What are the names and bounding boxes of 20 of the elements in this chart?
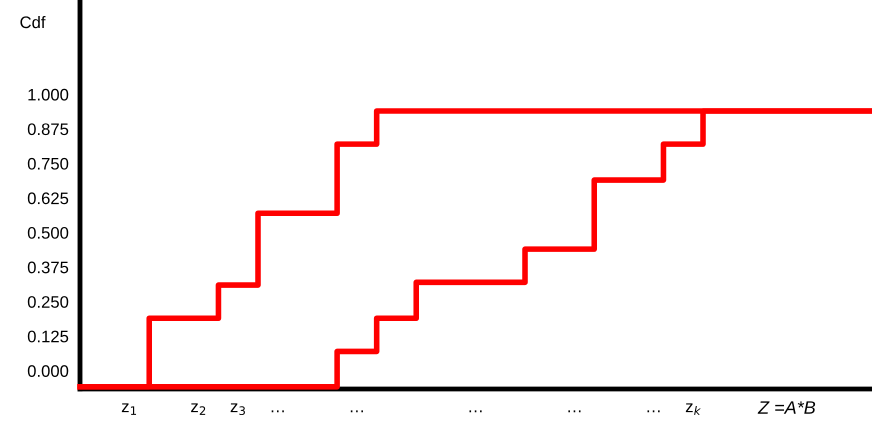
x-tick-label: …: [350, 410, 363, 412]
x-tick-label: …: [469, 410, 482, 412]
y-tick-label: 0.500: [28, 226, 68, 239]
x-tick-label: …: [647, 410, 660, 412]
x-tick-label: …: [272, 410, 284, 412]
y-tick-label: 0.375: [28, 262, 68, 274]
y-tick-label: 0.750: [28, 158, 68, 170]
x-tick-label: …: [568, 410, 581, 412]
y-axis-title: Cdf: [20, 16, 46, 28]
y-tick-label: 0.000: [28, 365, 68, 377]
x-tick-label: z$_{1}$: [122, 403, 136, 415]
x-tick-label: z$_{2}$: [191, 403, 206, 415]
x-axis-title: Z =A*B: [758, 401, 816, 414]
y-tick-label: 0.875: [28, 123, 68, 136]
x-tick-label: z$_{3}$: [230, 403, 245, 416]
x-tick-label: z$_{k}$: [686, 403, 701, 415]
y-tick-label: 0.125: [28, 330, 68, 342]
y-tick-label: 0.625: [28, 192, 68, 204]
y-tick-label: 0.250: [28, 296, 68, 308]
y-tick-label: 1.000: [28, 88, 68, 101]
